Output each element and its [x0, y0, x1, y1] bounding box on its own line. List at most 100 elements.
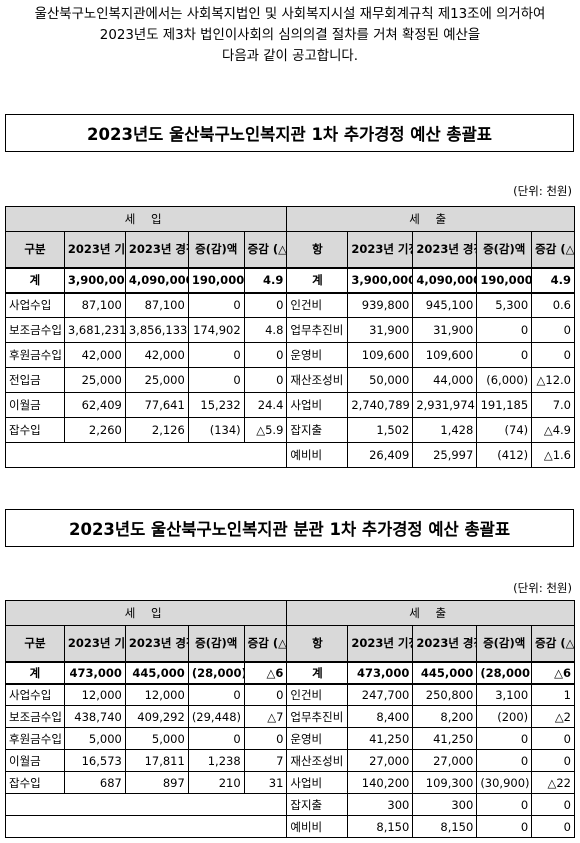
expense-rate-cell: 0: [531, 727, 575, 750]
income-new-budget-cell: 12,000: [124, 683, 189, 706]
total-row: 계 473,000 445,000 (28,000) △6 계 473,000 445,000…: [5, 660, 575, 685]
expense-section-header: 세 출: [286, 600, 575, 626]
column-header: 증(감)액: [476, 231, 533, 268]
table-row: 사업수입 12,000 12,000 0 0 인건비 247,700 250,800 3,100…: [5, 683, 575, 706]
expense-new-budget-cell: 44,000: [412, 367, 478, 393]
income-category-cell: 잡수입: [5, 771, 65, 794]
expense-new-budget-cell: 109,300: [412, 771, 478, 794]
expense-diff-cell: (30,900): [476, 771, 533, 794]
expense-new-budget-cell: 945,100: [412, 292, 478, 318]
income-prev-budget-cell: 25,000: [63, 367, 126, 393]
income-section-header: 세 입: [4, 600, 288, 626]
table-row: 보조금수입 438,740 409,292 (29,448) △7 업무추진비 8,400 8…: [5, 705, 575, 728]
income-diff-cell: 0: [187, 367, 245, 393]
total-diff-cell: 190,000: [187, 266, 245, 294]
income-rate-cell: 4.8: [243, 317, 288, 343]
column-header: 증(감)액: [187, 231, 245, 268]
income-new-budget-cell: 897: [124, 771, 189, 794]
expense-prev-budget-cell: 300: [347, 793, 414, 816]
income-category-cell: 보조금수입: [5, 317, 65, 343]
expense-category-cell: 운영비: [286, 342, 349, 368]
total-rate-cell: 4.9: [243, 266, 288, 294]
income-new-budget-cell: 25,000: [124, 367, 189, 393]
expense-diff-cell: 0: [476, 793, 533, 816]
total-diff-cell: (28,000): [476, 660, 533, 685]
table-title-annex: 2023년도 울산북구노인복지관 분관 1차 추가경정 예산 총괄표: [5, 509, 574, 547]
income-prev-budget-cell: 62,409: [63, 392, 126, 418]
column-header: 항: [286, 231, 349, 268]
total-category-cell: 계: [286, 660, 349, 685]
income-category-cell: 사업수입: [5, 683, 65, 706]
table-row: 잡수입 2,260 2,126 (134) △5.9 잡지출 1,502 1,428 (74) △…: [5, 417, 575, 443]
expense-rate-cell: 0: [531, 749, 575, 772]
expense-category-cell: 업무추진비: [286, 317, 349, 343]
table-title-main: 2023년도 울산북구노인복지관 1차 추가경정 예산 총괄표: [5, 114, 574, 152]
unit-label: (단위: 천원): [513, 581, 572, 595]
expense-diff-cell: (74): [476, 417, 533, 443]
expense-new-budget-cell: 31,900: [412, 317, 478, 343]
income-diff-cell: 0: [187, 727, 245, 750]
income-category-cell: 후원금수입: [5, 727, 65, 750]
income-new-budget-cell: 3,856,133: [124, 317, 189, 343]
table-row: 후원금수입 5,000 5,000 0 0 운영비 41,250 41,250 0 0: [5, 727, 575, 750]
expense-new-budget-cell: 8,200: [412, 705, 478, 728]
unit-label: (단위: 천원): [513, 184, 572, 198]
income-diff-cell: 0: [187, 342, 245, 368]
income-new-budget-cell: 17,811: [124, 749, 189, 772]
table-row: 잡지출 300 300 0 0: [4, 793, 575, 816]
total-prev-budget-cell: 473,000: [347, 660, 414, 685]
total-category-cell: 계: [5, 660, 65, 685]
column-header: 2023년 기정예산: [63, 625, 126, 662]
income-new-budget-cell: 87,100: [124, 292, 189, 318]
expense-diff-cell: 5,300: [476, 292, 533, 318]
expense-prev-budget-cell: 109,600: [347, 342, 414, 368]
expense-category-cell: 운영비: [286, 727, 349, 750]
total-category-cell: 계: [5, 266, 65, 294]
income-rate-cell: 0: [243, 292, 288, 318]
income-section-header: 세 입: [4, 206, 288, 232]
expense-diff-cell: 191,185: [476, 392, 533, 418]
total-diff-cell: (28,000): [187, 660, 245, 685]
income-diff-cell: (29,448): [187, 705, 245, 728]
income-rate-cell: 24.4: [243, 392, 288, 418]
income-category-cell: 이월금: [5, 392, 65, 418]
income-prev-budget-cell: 438,740: [63, 705, 126, 728]
income-rate-cell: 0: [243, 727, 288, 750]
income-diff-cell: 0: [187, 683, 245, 706]
expense-prev-budget-cell: 2,740,789: [347, 392, 414, 418]
expense-new-budget-cell: 109,600: [412, 342, 478, 368]
expense-category-cell: 사업비: [286, 771, 349, 794]
total-rate-cell: △6: [243, 660, 288, 685]
income-diff-cell: 1,238: [187, 749, 245, 772]
expense-diff-cell: 0: [476, 727, 533, 750]
expense-category-cell: 인건비: [286, 292, 349, 318]
income-rate-cell: △7: [243, 705, 288, 728]
table-row: 예비비 26,409 25,997 (412) △1.6: [4, 442, 575, 468]
total-prev-budget-cell: 3,900,000: [63, 266, 126, 294]
expense-rate-cell: △22: [531, 771, 575, 794]
expense-prev-budget-cell: 27,000: [347, 749, 414, 772]
expense-new-budget-cell: 250,800: [412, 683, 478, 706]
expense-rate-cell: 0: [531, 815, 575, 838]
expense-new-budget-cell: 2,931,974: [412, 392, 478, 418]
income-new-budget-cell: 77,641: [124, 392, 189, 418]
income-new-budget-cell: 2,126: [124, 417, 189, 443]
column-header: 증감 (△)%: [531, 625, 575, 662]
expense-rate-cell: 1: [531, 683, 575, 706]
expense-category-cell: 사업비: [286, 392, 349, 418]
total-new-budget-cell: 4,090,000: [124, 266, 189, 294]
income-diff-cell: 174,902: [187, 317, 245, 343]
expense-prev-budget-cell: 939,800: [347, 292, 414, 318]
expense-rate-cell: 7.0: [531, 392, 575, 418]
column-header: 2023년 기정예산: [347, 231, 414, 268]
income-new-budget-cell: 5,000: [124, 727, 189, 750]
expense-category-cell: 재산조성비: [286, 749, 349, 772]
income-new-budget-cell: 42,000: [124, 342, 189, 368]
table-row: 후원금수입 42,000 42,000 0 0 운영비 109,600 109,600 0 0: [5, 342, 575, 368]
expense-diff-cell: 0: [476, 317, 533, 343]
expense-category-cell: 재산조성비: [286, 367, 349, 393]
